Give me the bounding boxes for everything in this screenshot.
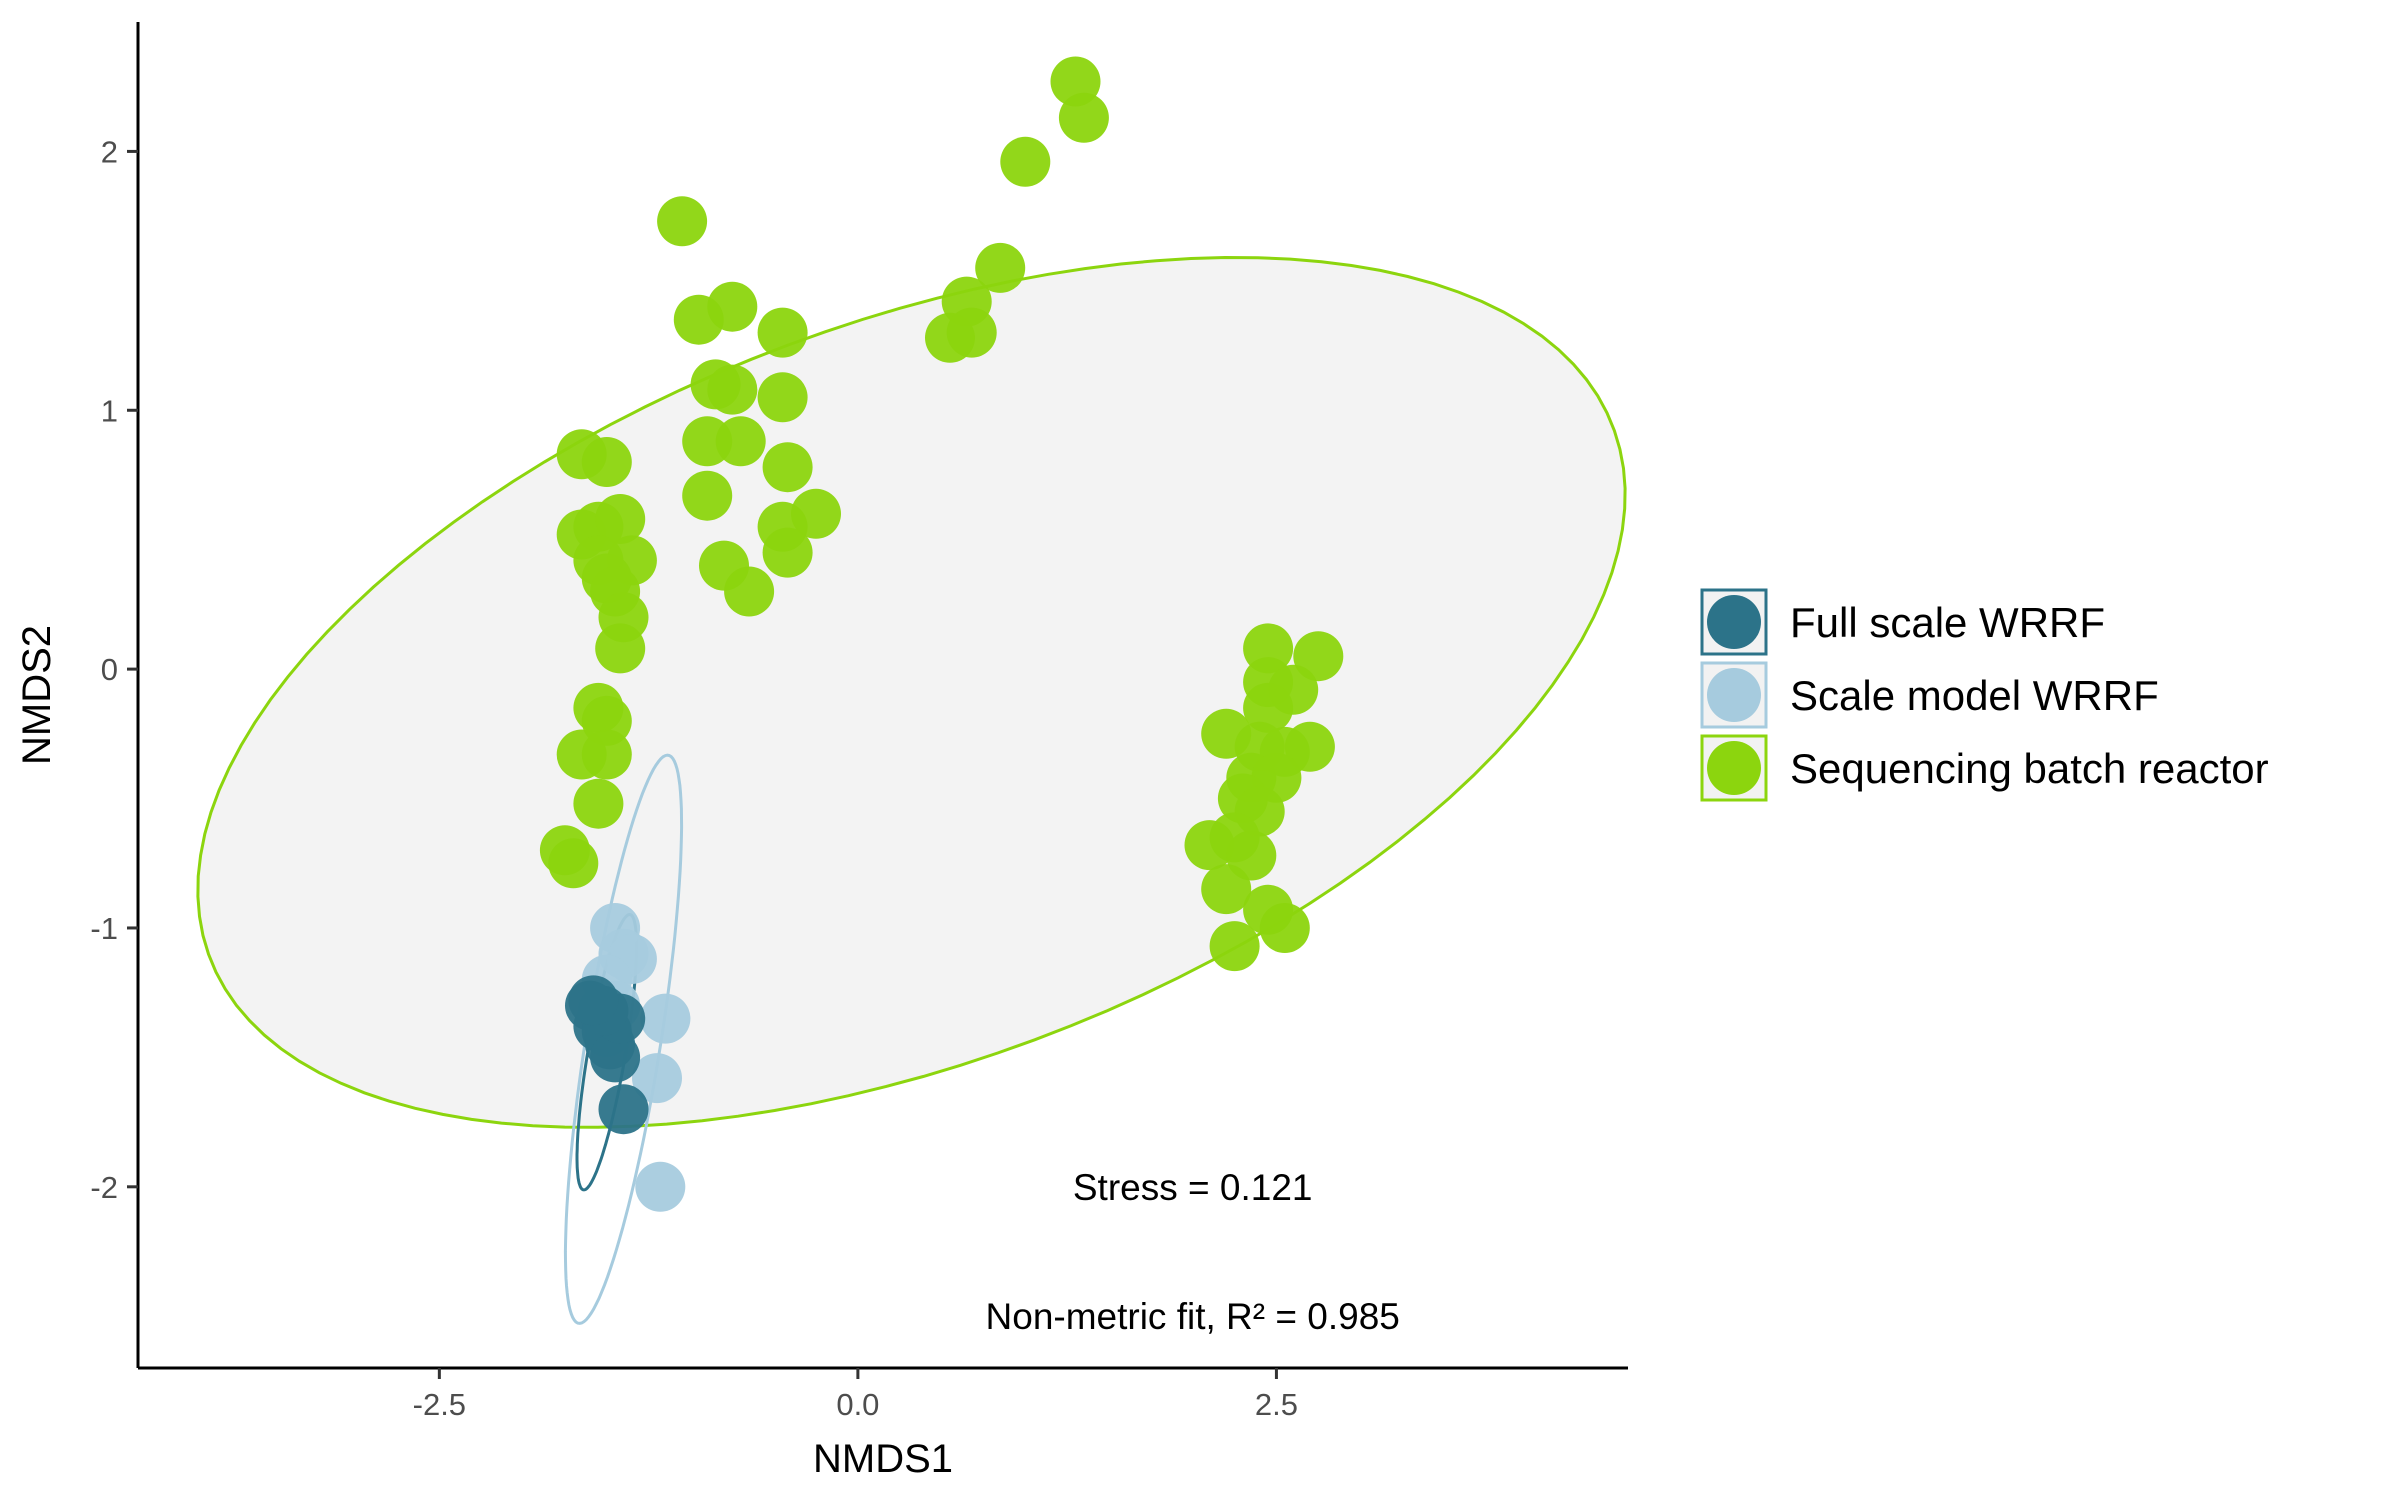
- x-axis-ticks: -2.5 0.0 2.5: [413, 1368, 1298, 1422]
- point-sequencing-batch-reactor: [762, 442, 813, 493]
- confidence-ellipses: [196, 255, 1627, 1325]
- fit-annotation: Non-metric fit, R² = 0.985: [986, 1296, 1400, 1337]
- point-sequencing-batch-reactor: [581, 437, 632, 487]
- point-sequencing-batch-reactor: [682, 470, 733, 521]
- y-axis-ticks: -2 -1 0 1 2: [90, 134, 138, 1205]
- point-sequencing-batch-reactor: [762, 527, 813, 578]
- x-axis-title: NMDS1: [813, 1437, 953, 1481]
- point-sequencing-batch-reactor: [757, 372, 808, 423]
- ellipse-sequencing-batch-reactor: [196, 255, 1627, 1129]
- annotations: Stress = 0.121 Non-metric fit, R² = 0.98…: [986, 1167, 1400, 1337]
- data-points: [539, 56, 1344, 1212]
- point-sequencing-batch-reactor: [1058, 92, 1109, 143]
- legend-item-sbr: Sequencing batch reactor: [1700, 734, 2269, 802]
- legend-dot-scale-model: [1707, 668, 1761, 722]
- point-sequencing-batch-reactor: [707, 364, 758, 415]
- point-sequencing-batch-reactor: [946, 307, 997, 358]
- point-sequencing-batch-reactor: [548, 838, 599, 889]
- point-sequencing-batch-reactor: [1284, 721, 1335, 772]
- point-sequencing-batch-reactor: [573, 778, 624, 829]
- y-tick-label: 2: [101, 134, 118, 169]
- point-full-scale-wrrf: [598, 1084, 649, 1135]
- ellipse-scale-model-wrrf: [563, 753, 684, 1325]
- point-sequencing-batch-reactor: [715, 416, 766, 467]
- y-tick-label: 1: [101, 393, 118, 428]
- x-tick-label: 2.5: [1255, 1387, 1298, 1422]
- point-sequencing-batch-reactor: [581, 729, 632, 780]
- point-scale-model-wrrf: [635, 1161, 686, 1212]
- legend: Full scale WRRF Scale model WRRF Sequenc…: [1700, 588, 2269, 802]
- x-tick-label: -2.5: [413, 1387, 466, 1422]
- point-sequencing-batch-reactor: [1243, 682, 1294, 733]
- legend-label-scale-model: Scale model WRRF: [1790, 672, 2159, 719]
- x-tick-label: 0.0: [836, 1387, 879, 1422]
- y-tick-label: 0: [101, 652, 118, 687]
- point-sequencing-batch-reactor: [657, 196, 708, 247]
- point-sequencing-batch-reactor: [1259, 903, 1310, 953]
- point-sequencing-batch-reactor: [1000, 136, 1051, 187]
- point-full-scale-wrrf: [568, 975, 619, 1026]
- legend-dot-full-scale: [1707, 595, 1761, 649]
- point-sequencing-batch-reactor: [791, 488, 841, 539]
- point-sequencing-batch-reactor: [975, 242, 1026, 293]
- legend-label-full-scale: Full scale WRRF: [1790, 599, 2105, 646]
- point-sequencing-batch-reactor: [1184, 820, 1235, 871]
- y-tick-label: -2: [90, 1170, 118, 1205]
- point-full-scale-wrrf: [590, 1032, 641, 1083]
- point-sequencing-batch-reactor: [757, 307, 808, 358]
- point-sequencing-batch-reactor: [724, 566, 775, 617]
- point-sequencing-batch-reactor: [1209, 921, 1260, 972]
- legend-dot-sbr: [1707, 741, 1761, 795]
- legend-item-full-scale: Full scale WRRF: [1700, 588, 2105, 656]
- point-scale-model-wrrf: [632, 1053, 682, 1104]
- stress-annotation: Stress = 0.121: [1073, 1167, 1313, 1208]
- point-scale-model-wrrf: [640, 993, 691, 1044]
- legend-label-sbr: Sequencing batch reactor: [1790, 745, 2269, 792]
- point-sequencing-batch-reactor: [707, 281, 758, 332]
- y-axis-title: NMDS2: [15, 625, 59, 765]
- point-sequencing-batch-reactor: [1201, 864, 1252, 915]
- legend-item-scale-model: Scale model WRRF: [1700, 661, 2159, 729]
- point-sequencing-batch-reactor: [595, 623, 646, 674]
- y-tick-label: -1: [90, 911, 118, 946]
- point-sequencing-batch-reactor: [595, 494, 646, 544]
